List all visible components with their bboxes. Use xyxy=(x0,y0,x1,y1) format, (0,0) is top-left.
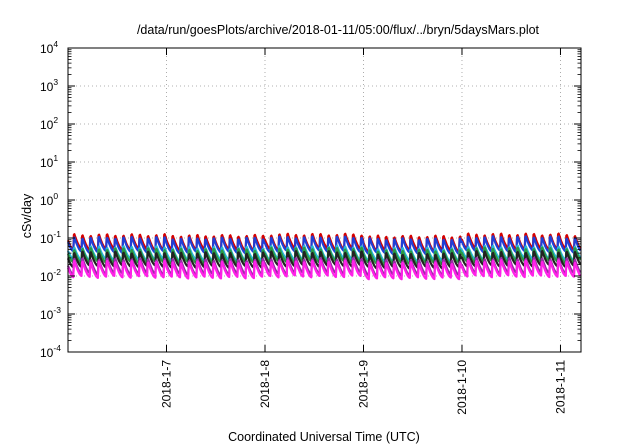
y-tick-label: 10-3 xyxy=(40,305,61,322)
y-axis-label: cSv/day xyxy=(20,193,34,238)
series-line xyxy=(66,235,582,256)
y-tick-label: 104 xyxy=(40,39,58,56)
y-tick-label: 10-2 xyxy=(40,267,61,284)
y-tick-label: 10-1 xyxy=(40,229,61,246)
x-axis-label: Coordinated Universal Time (UTC) xyxy=(228,430,420,444)
series-line xyxy=(66,246,582,266)
chart-title: /data/run/goesPlots/archive/2018-01-11/0… xyxy=(137,23,540,37)
y-tick-label: 100 xyxy=(40,191,58,208)
series-group xyxy=(66,232,582,281)
y-tick-label: 102 xyxy=(40,115,58,132)
series-line xyxy=(66,249,582,270)
x-tick-labels: 2018-1-7 2018-1-8 2018-1-9 2018-1-10 2018-1-… xyxy=(159,360,567,415)
grid xyxy=(68,48,581,352)
x-tick-label: 2018-1-10 xyxy=(455,360,469,415)
ticks xyxy=(68,47,581,353)
y-tick-label: 101 xyxy=(40,153,58,170)
series-line xyxy=(66,259,582,281)
y-tick-label: 10-4 xyxy=(40,343,61,360)
x-tick-label: 2018-1-11 xyxy=(553,360,567,414)
x-tick-label: 2018-1-9 xyxy=(356,360,370,408)
y-tick-labels: 10-4 10-3 10-2 10-1 100 101 102 103 104 xyxy=(40,39,61,360)
x-tick-label: 2018-1-7 xyxy=(159,360,173,408)
x-tick-label: 2018-1-8 xyxy=(258,360,272,408)
y-tick-label: 103 xyxy=(40,77,58,94)
